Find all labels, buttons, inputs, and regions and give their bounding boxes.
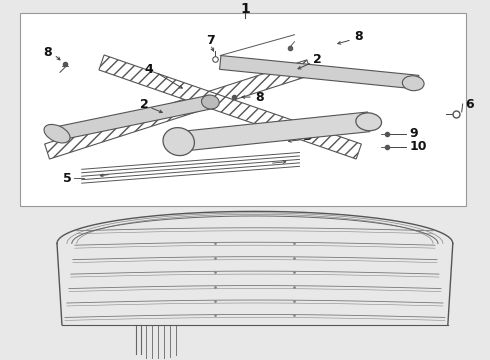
Text: 4: 4 <box>145 63 153 76</box>
Ellipse shape <box>356 113 382 131</box>
Text: 9: 9 <box>409 127 417 140</box>
Polygon shape <box>220 55 419 89</box>
Text: 8: 8 <box>255 91 264 104</box>
Text: 2: 2 <box>313 53 321 66</box>
Bar <box>21 13 465 206</box>
Ellipse shape <box>402 76 424 91</box>
Text: 2: 2 <box>140 98 148 111</box>
Text: 6: 6 <box>466 98 474 111</box>
Polygon shape <box>45 60 312 159</box>
Text: 1: 1 <box>240 2 250 16</box>
Polygon shape <box>99 55 362 159</box>
Ellipse shape <box>163 127 195 156</box>
Text: 10: 10 <box>410 140 427 153</box>
Polygon shape <box>178 112 370 152</box>
Polygon shape <box>55 95 212 140</box>
Text: 8: 8 <box>354 30 363 43</box>
Text: 5: 5 <box>63 172 71 185</box>
Text: 3: 3 <box>303 130 312 143</box>
Text: 8: 8 <box>43 46 51 59</box>
Ellipse shape <box>44 125 70 143</box>
Text: 7: 7 <box>206 34 215 47</box>
Ellipse shape <box>201 95 219 109</box>
